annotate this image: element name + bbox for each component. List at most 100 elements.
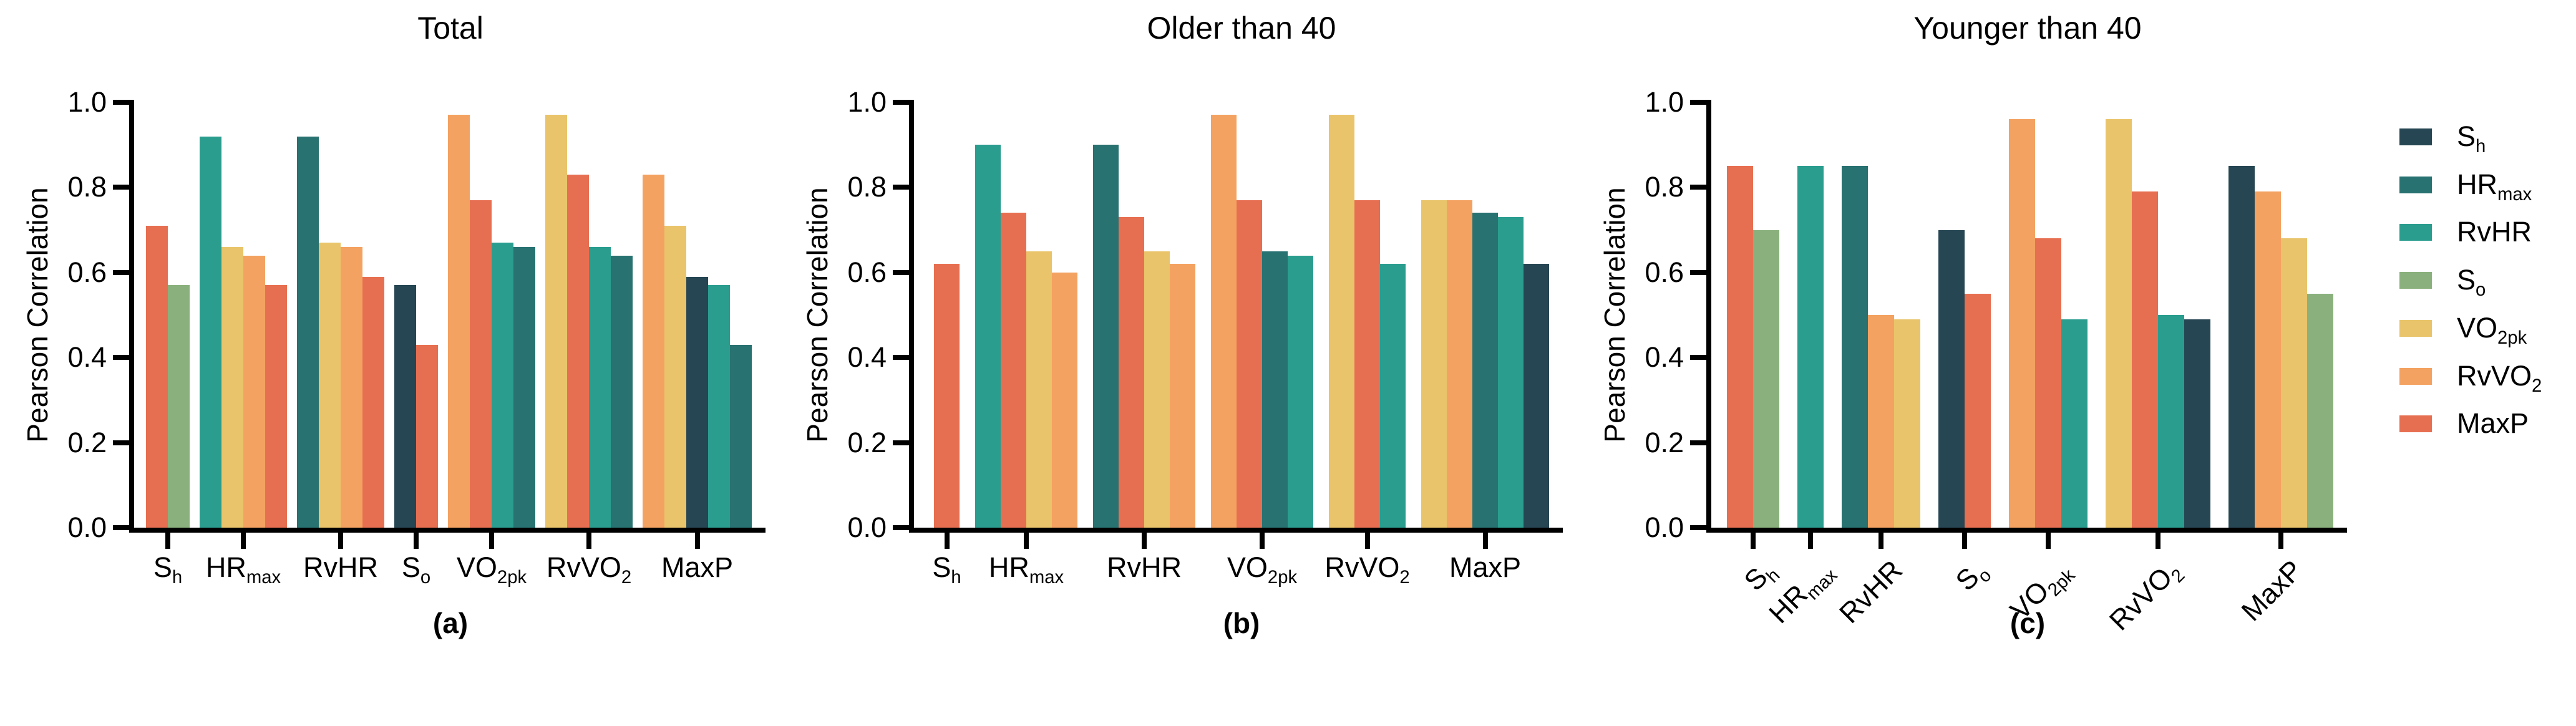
x-tick-label-VO2pk: VO2pk — [386, 551, 598, 588]
bar-c-RvVO2-VO2pk — [2106, 119, 2132, 528]
y-tick — [893, 525, 909, 530]
bar-a-RvVO2-RvHR — [589, 246, 611, 528]
legend-item-MaxP: MaxP — [2457, 407, 2529, 440]
panel-c-title: Younger than 40 — [1913, 11, 2142, 46]
label-text: S — [2457, 120, 2476, 152]
legend-swatch-VO2pk — [2399, 320, 2432, 337]
x-tick-label-So: So — [310, 551, 522, 588]
x-tick — [586, 533, 591, 549]
label-text: S — [401, 551, 420, 583]
x-axis-spine — [1706, 528, 2347, 533]
x-tick-label-MaxP: MaxP — [591, 551, 804, 584]
bar-b-MaxP-HRmax — [1472, 213, 1498, 528]
panel-b-caption: (b) — [1223, 607, 1260, 639]
label-subscript: max — [1029, 568, 1064, 588]
bar-b-MaxP-RvVO2 — [1447, 200, 1472, 528]
label-text: MaxP — [2457, 407, 2529, 439]
bar-a-So-MaxP — [416, 344, 438, 528]
bar-a-MaxP-RvVO2 — [643, 174, 664, 528]
panel-a-title: Total — [417, 11, 484, 46]
bar-b-RvVO2-MaxP — [1354, 200, 1380, 528]
bar-c-RvHR-RvVO2 — [1868, 315, 1894, 528]
bar-b-MaxP-RvHR — [1498, 217, 1524, 528]
bar-a-HRmax-VO2pk — [221, 246, 243, 528]
bar-c-RvHR-HRmax — [1842, 166, 1868, 528]
bar-a-HRmax-MaxP — [265, 285, 287, 528]
bar-a-RvVO2-HRmax — [611, 255, 633, 528]
bar-b-VO2pk-MaxP — [1237, 200, 1262, 528]
bar-a-VO2pk-HRmax — [513, 246, 535, 528]
label-subscript: o — [2476, 280, 2486, 301]
bar-a-MaxP-VO2pk — [664, 225, 686, 528]
label-text: MaxP — [1449, 551, 1522, 583]
label-text: VO — [456, 551, 497, 583]
bar-c-Sh-So — [1753, 230, 1779, 528]
label-subscript: max — [246, 568, 281, 588]
panel-c-yaxis-label: Pearson Correlation — [1598, 187, 1631, 443]
x-tick — [1260, 533, 1265, 549]
label-text: HR — [2457, 168, 2497, 200]
y-tick — [113, 355, 129, 361]
label-subscript: max — [2497, 185, 2532, 205]
y-tick-label: 1.0 — [1645, 86, 1684, 118]
x-tick — [1142, 533, 1147, 549]
y-tick-label: 1.0 — [67, 86, 107, 118]
label-text: MaxP — [2235, 554, 2309, 627]
x-axis-spine — [909, 528, 1563, 533]
y-tick — [1690, 525, 1706, 530]
bar-b-RvHR-RvVO2 — [1170, 264, 1195, 528]
bar-a-RvHR-HRmax — [297, 136, 319, 528]
x-tick-label-VO2pk: VO2pk — [1156, 551, 1368, 588]
y-tick-label: 0.4 — [1645, 341, 1684, 374]
y-tick-label: 0.0 — [847, 511, 887, 543]
y-tick — [113, 100, 129, 105]
y-tick-label: 1.0 — [847, 86, 887, 118]
panel-a-caption: (a) — [432, 607, 469, 639]
y-tick — [113, 440, 129, 445]
bar-a-MaxP-RvHR — [708, 285, 730, 528]
y-tick — [893, 269, 909, 275]
legend-swatch-MaxP — [2399, 415, 2432, 432]
y-tick — [893, 100, 909, 105]
x-tick-label-HRmax: HRmax — [920, 551, 1132, 588]
label-subscript: h — [951, 568, 961, 588]
x-tick-label-MaxP: MaxP — [1379, 551, 1592, 584]
label-text: RvHR — [303, 551, 378, 583]
y-tick-label: 0.6 — [1645, 256, 1684, 288]
y-tick — [1690, 355, 1706, 361]
label-subscript: o — [420, 568, 431, 588]
y-tick-label: 0.6 — [847, 256, 887, 288]
bar-c-VO2pk-MaxP — [2035, 238, 2061, 528]
x-tick — [1024, 533, 1029, 549]
bar-b-HRmax-MaxP — [1001, 213, 1026, 528]
bar-a-RvHR-RvVO2 — [341, 246, 362, 528]
legend-item-So: So — [2457, 263, 2486, 301]
y-tick-label: 0.2 — [1645, 426, 1684, 458]
bar-c-MaxP-VO2pk — [2281, 238, 2307, 528]
x-tick — [2046, 533, 2051, 549]
x-tick-label-RvVO2: RvVO2 — [483, 551, 695, 588]
label-subscript: 2pk — [2497, 328, 2527, 349]
y-tick-label: 0.8 — [67, 171, 107, 203]
label-text: RvHR — [1107, 551, 1182, 583]
bar-a-RvHR-VO2pk — [319, 243, 341, 528]
bar-b-VO2pk-RvVO2 — [1211, 115, 1237, 528]
bar-c-RvVO2-Sh — [2184, 319, 2210, 528]
y-tick-label: 0.2 — [67, 426, 107, 458]
bar-a-VO2pk-MaxP — [470, 200, 492, 528]
bar-c-RvHR-VO2pk — [1894, 319, 1920, 528]
y-axis-spine — [1706, 100, 1711, 533]
label-text: S — [2457, 264, 2476, 296]
x-tick — [165, 533, 170, 549]
bar-c-Sh-MaxP — [1727, 166, 1753, 528]
y-tick — [1690, 269, 1706, 275]
bar-a-Sh-So — [168, 285, 190, 528]
y-axis-spine — [129, 100, 134, 533]
y-tick — [1690, 185, 1706, 190]
bar-b-MaxP-Sh — [1524, 264, 1549, 528]
x-axis-spine — [129, 528, 766, 533]
label-text: HR — [205, 551, 246, 583]
label-text: RvHR — [1833, 554, 1909, 629]
bar-c-So-MaxP — [1965, 293, 1991, 528]
